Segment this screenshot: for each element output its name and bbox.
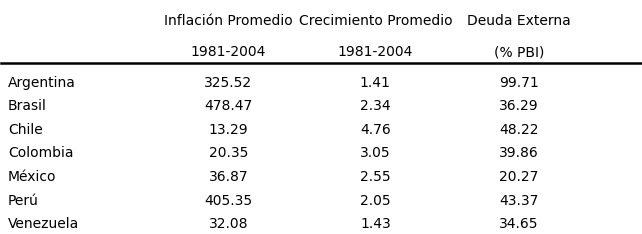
- Text: 2.05: 2.05: [360, 194, 390, 208]
- Text: 48.22: 48.22: [499, 123, 539, 137]
- Text: 3.05: 3.05: [360, 146, 390, 160]
- Text: Brasil: Brasil: [8, 99, 47, 113]
- Text: 1981-2004: 1981-2004: [191, 45, 266, 59]
- Text: 4.76: 4.76: [360, 123, 391, 137]
- Text: 43.37: 43.37: [499, 194, 539, 208]
- Text: 405.35: 405.35: [204, 194, 252, 208]
- Text: 99.71: 99.71: [499, 76, 539, 90]
- Text: Perú: Perú: [8, 194, 39, 208]
- Text: 20.27: 20.27: [499, 170, 539, 184]
- Text: Venezuela: Venezuela: [8, 217, 79, 231]
- Text: 20.35: 20.35: [209, 146, 248, 160]
- Text: 2.55: 2.55: [360, 170, 390, 184]
- Text: Colombia: Colombia: [8, 146, 73, 160]
- Text: Inflación Promedio: Inflación Promedio: [164, 14, 293, 28]
- Text: (% PBI): (% PBI): [494, 45, 544, 59]
- Text: Deuda Externa: Deuda Externa: [467, 14, 571, 28]
- Text: Chile: Chile: [8, 123, 42, 137]
- Text: 32.08: 32.08: [209, 217, 248, 231]
- Text: 1.43: 1.43: [360, 217, 391, 231]
- Text: 478.47: 478.47: [204, 99, 252, 113]
- Text: 13.29: 13.29: [209, 123, 248, 137]
- Text: 39.86: 39.86: [499, 146, 539, 160]
- Text: 2.34: 2.34: [360, 99, 390, 113]
- Text: 34.65: 34.65: [499, 217, 539, 231]
- Text: 1981-2004: 1981-2004: [338, 45, 413, 59]
- Text: México: México: [8, 170, 56, 184]
- Text: Crecimiento Promedio: Crecimiento Promedio: [299, 14, 452, 28]
- Text: Argentina: Argentina: [8, 76, 76, 90]
- Text: 1.41: 1.41: [360, 76, 391, 90]
- Text: 36.87: 36.87: [209, 170, 248, 184]
- Text: 325.52: 325.52: [204, 76, 252, 90]
- Text: 36.29: 36.29: [499, 99, 539, 113]
